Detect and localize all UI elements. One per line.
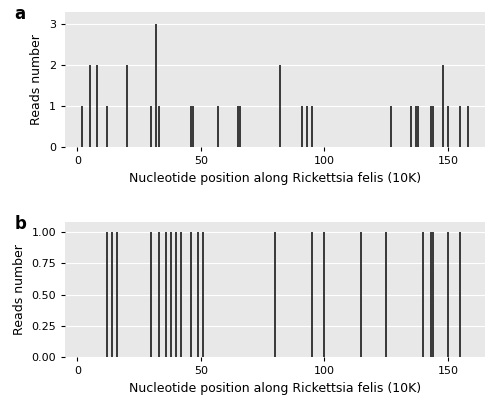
- X-axis label: Nucleotide position along Rickettsia felis (10K): Nucleotide position along Rickettsia fel…: [129, 172, 421, 185]
- Text: a: a: [14, 5, 26, 23]
- Y-axis label: Reads number: Reads number: [12, 244, 26, 335]
- Text: b: b: [14, 215, 26, 233]
- Y-axis label: Reads number: Reads number: [30, 34, 44, 125]
- X-axis label: Nucleotide position along Rickettsia felis (10K): Nucleotide position along Rickettsia fel…: [129, 382, 421, 395]
